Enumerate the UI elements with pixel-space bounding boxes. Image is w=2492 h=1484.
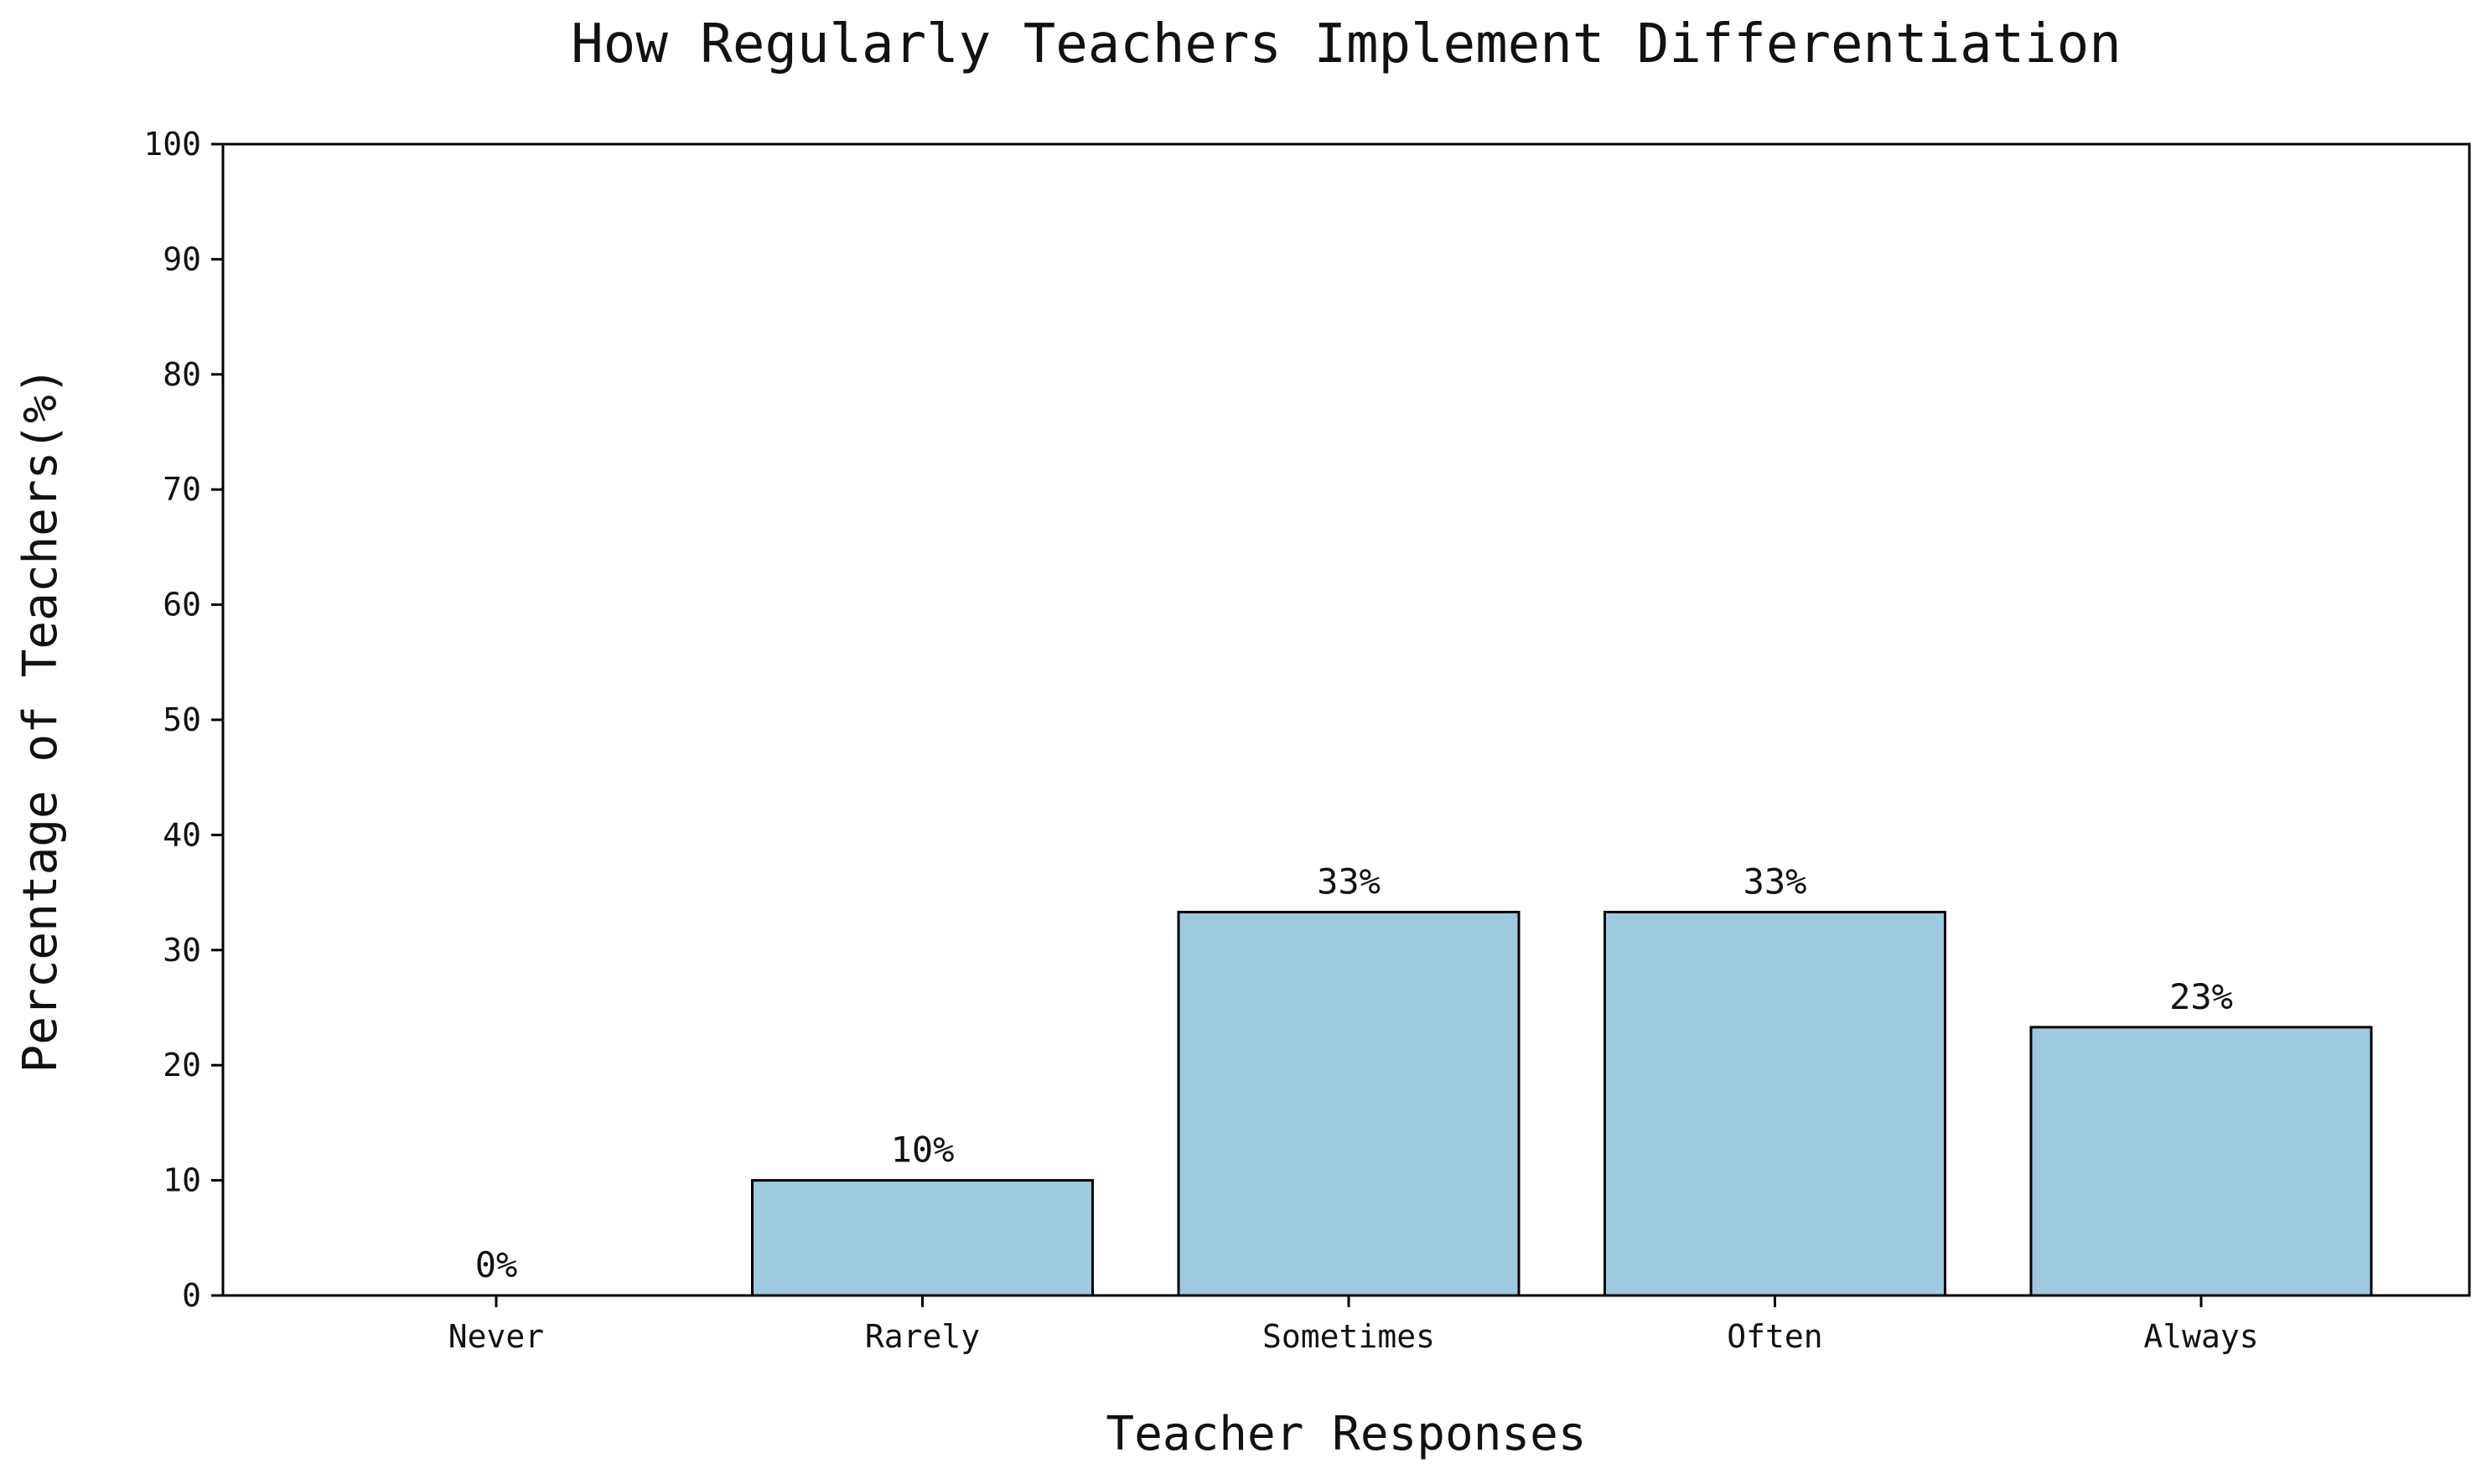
x-axis-ticks: Never Rarely Sometimes Often Always [448,1295,2259,1355]
data-label-sometimes: 33% [1317,861,1381,902]
y-tick-label: 30 [163,932,201,969]
y-tick-label: 50 [163,701,201,738]
x-tick-label: Always [2143,1318,2258,1355]
y-tick-label: 70 [163,471,201,508]
bar-always [2029,1026,2373,1297]
data-label-always: 23% [2169,976,2233,1017]
bar-rarely [751,1179,1094,1297]
bar-sometimes [1177,910,1521,1297]
y-tick-label: 40 [163,816,201,853]
chart-title: How Regularly Teachers Implement Differe… [571,13,2122,75]
plot-frame [221,142,2471,1297]
y-tick-label: 10 [163,1162,201,1199]
data-label-rarely: 10% [891,1130,955,1171]
y-axis-ticks: 0 10 20 30 40 50 60 70 80 90 100 [143,126,223,1314]
y-tick-label: 0 [182,1277,201,1314]
x-tick-label: Often [1727,1318,1822,1355]
data-label-often: 33% [1743,861,1807,902]
y-tick-label: 20 [163,1047,201,1083]
y-tick-label: 80 [163,356,201,393]
y-tick-label: 90 [163,240,201,277]
bar-often [1603,910,1946,1297]
data-label-never: 0% [475,1244,518,1285]
x-tick-label: Never [448,1318,544,1355]
y-tick-label: 100 [143,126,201,163]
bars-group [751,910,2373,1297]
x-axis-label: Teacher Responses [1106,1407,1586,1461]
x-tick-label: Sometimes [1262,1318,1435,1355]
data-labels-group: 0% 10% 33% 33% 23% [475,861,2233,1285]
x-tick-label: Rarely [865,1318,980,1355]
y-tick-label: 60 [163,587,201,623]
y-axis-label: Percentage of Teachers(%) [13,367,68,1073]
